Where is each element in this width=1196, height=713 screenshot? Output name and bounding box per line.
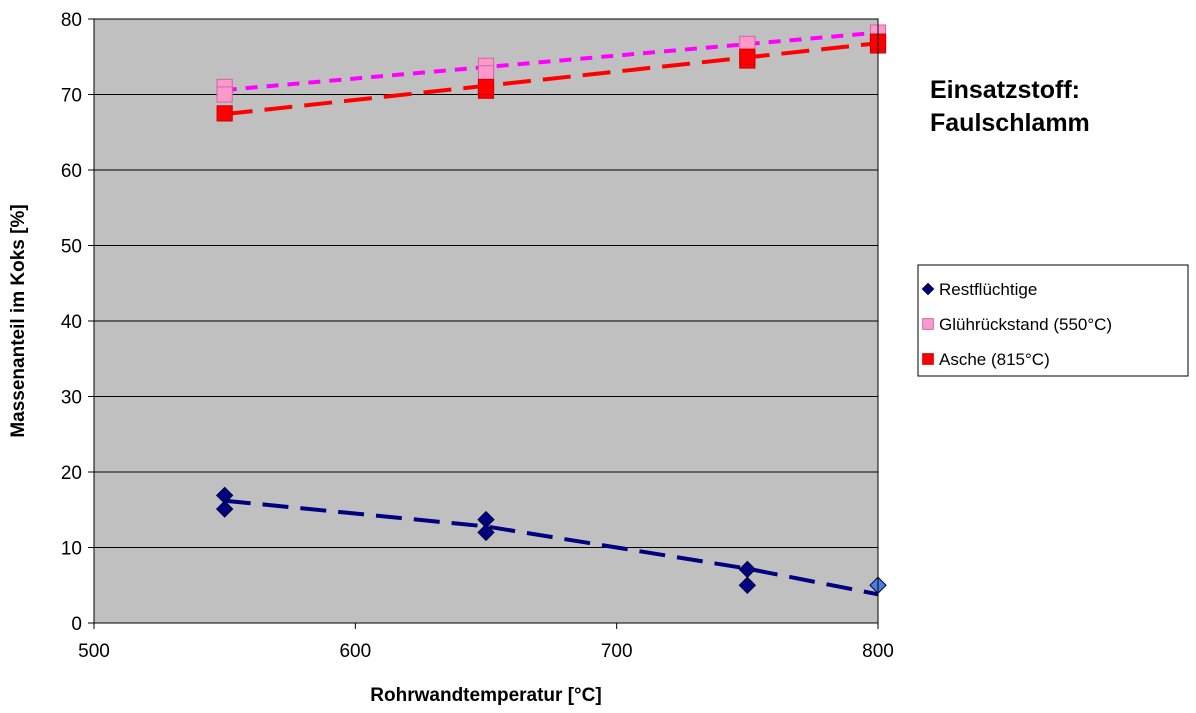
- point-series0-1: [215, 500, 234, 518]
- legend-marker-0: [921, 282, 935, 296]
- trendline-2: [224, 41, 879, 117]
- y-tick-label-10: 10: [61, 539, 82, 560]
- y-tick-label-0: 0: [71, 614, 82, 635]
- y-tick-label-20: 20: [61, 463, 82, 484]
- x-axis-title: Rohrwandtemperatur [°C]: [370, 685, 601, 706]
- point-series2-0: [216, 105, 233, 122]
- y-tick-label-30: 30: [61, 388, 82, 409]
- point-series2-4: [739, 48, 756, 65]
- point-series2-2: [477, 78, 495, 96]
- trend-lines: [224, 30, 879, 597]
- legend-label-1: Glührückstand (550°C): [939, 315, 1112, 334]
- legend: Restflüchtige Glührückstand (550°C) Asche …: [917, 264, 1189, 377]
- y-tick-label-70: 70: [61, 86, 82, 107]
- axis-ticks: 0 10 20 30 40 50 60 70 80 500 600 700 800: [61, 10, 894, 662]
- y-axis-title: Massenanteil im Koks [%]: [8, 204, 29, 437]
- x-tick-label-500: 500: [78, 641, 110, 662]
- trendline-1: [224, 30, 879, 92]
- legend-label-0: Restflüchtige: [939, 280, 1037, 299]
- x-tick-label-700: 700: [601, 641, 633, 662]
- point-series1-1: [216, 86, 233, 103]
- annotation-line-1: Einsatzstoff:: [930, 76, 1080, 104]
- grid-lines: [94, 94, 878, 548]
- y-tick-label-60: 60: [61, 161, 82, 182]
- legend-box: [917, 264, 1189, 377]
- legend-marker-1: [922, 318, 934, 330]
- x-tick-label-600: 600: [339, 641, 371, 662]
- point-series0-3: [477, 523, 495, 542]
- legend-label-2: Asche (815°C): [939, 350, 1050, 369]
- y-tick-label-50: 50: [61, 237, 82, 258]
- legend-entries: Restflüchtige Glührückstand (550°C) Asche …: [921, 280, 1112, 369]
- legend-marker-2: [922, 353, 934, 365]
- data-points: [215, 24, 887, 594]
- point-series0-5: [738, 576, 757, 594]
- y-tick-label-40: 40: [61, 312, 82, 333]
- point-series1-3: [477, 65, 495, 82]
- y-tick-label-80: 80: [61, 10, 82, 31]
- annotation-line-2: Faulschlamm: [930, 109, 1090, 137]
- trendline-0: [224, 498, 879, 597]
- x-tick-label-800: 800: [862, 641, 894, 662]
